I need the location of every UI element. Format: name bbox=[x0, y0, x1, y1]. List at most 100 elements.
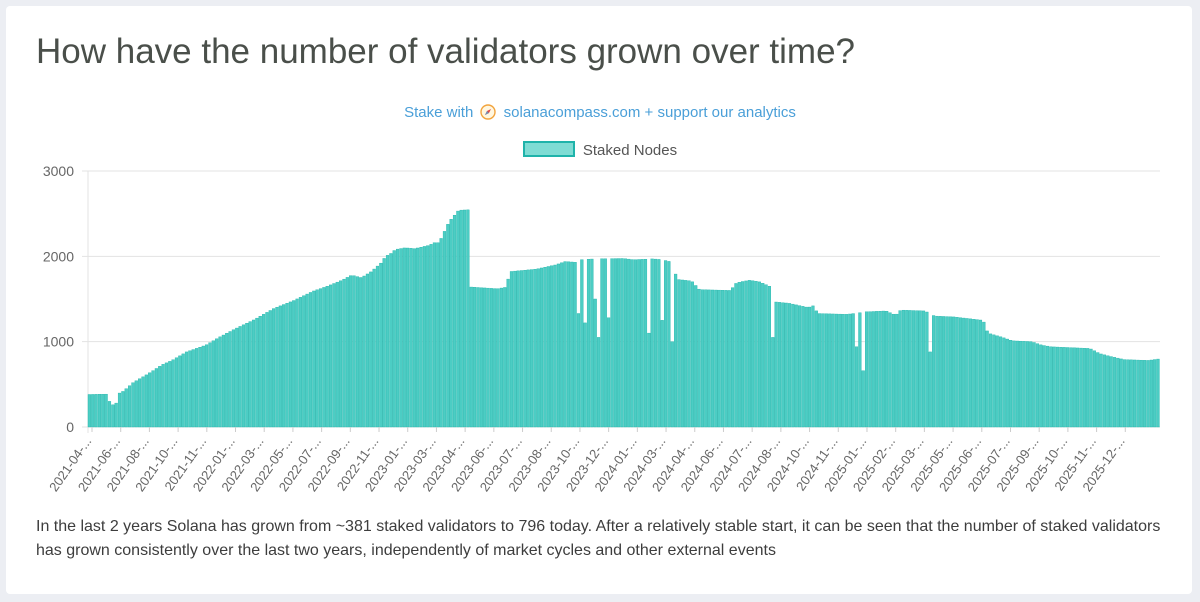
y-tick-label: 0 bbox=[66, 419, 74, 435]
bar bbox=[885, 311, 889, 428]
bar bbox=[402, 247, 406, 428]
bar bbox=[1055, 346, 1060, 428]
bar bbox=[506, 278, 510, 428]
bar bbox=[744, 280, 748, 428]
bar bbox=[911, 310, 916, 428]
bar bbox=[566, 261, 570, 428]
bar bbox=[161, 364, 165, 428]
chart-description: In the last 2 years Solana has grown fro… bbox=[36, 518, 1161, 559]
bar bbox=[925, 311, 929, 428]
bar bbox=[563, 261, 567, 428]
bar bbox=[503, 287, 507, 428]
bar bbox=[684, 280, 688, 428]
bar bbox=[335, 281, 339, 428]
bar bbox=[164, 362, 169, 428]
bar bbox=[516, 270, 520, 428]
bar bbox=[1022, 341, 1026, 428]
bar bbox=[452, 214, 457, 428]
bar bbox=[875, 311, 879, 428]
bar bbox=[476, 287, 480, 428]
bar bbox=[908, 310, 912, 428]
bar bbox=[419, 246, 423, 428]
bar bbox=[747, 280, 751, 428]
bar bbox=[198, 347, 202, 428]
bar bbox=[1049, 346, 1053, 428]
bar bbox=[231, 329, 236, 428]
stake-suffix: solanacompass.com + support our analytic… bbox=[503, 104, 796, 121]
bar bbox=[724, 290, 728, 428]
bar bbox=[1132, 359, 1137, 428]
bar bbox=[396, 248, 400, 428]
bar bbox=[613, 258, 617, 428]
bar bbox=[1035, 343, 1040, 428]
bar bbox=[710, 289, 715, 428]
bar bbox=[459, 209, 463, 428]
bar bbox=[1032, 342, 1036, 428]
bar bbox=[1042, 345, 1046, 428]
bar bbox=[754, 281, 758, 428]
bar bbox=[888, 312, 892, 428]
bar bbox=[1045, 345, 1050, 428]
bar bbox=[392, 250, 396, 428]
bar bbox=[1122, 359, 1127, 428]
bar bbox=[355, 276, 359, 428]
bar bbox=[94, 394, 98, 428]
bar bbox=[952, 316, 956, 428]
bar bbox=[868, 311, 872, 428]
bar bbox=[1065, 347, 1070, 428]
bar bbox=[962, 317, 966, 428]
bar bbox=[91, 394, 95, 428]
bar bbox=[278, 305, 282, 428]
bar bbox=[1072, 347, 1076, 428]
bar bbox=[1005, 338, 1009, 428]
y-tick-label: 2000 bbox=[43, 248, 74, 264]
bar bbox=[375, 265, 380, 428]
bar bbox=[121, 391, 125, 428]
bar bbox=[854, 346, 859, 428]
bar bbox=[667, 261, 671, 428]
bar bbox=[861, 370, 865, 428]
bar bbox=[382, 258, 386, 428]
bar bbox=[352, 275, 356, 428]
bar bbox=[530, 269, 534, 428]
bar bbox=[184, 351, 189, 428]
bar bbox=[811, 305, 815, 428]
bar bbox=[416, 247, 420, 428]
bar bbox=[318, 288, 323, 428]
bar bbox=[519, 270, 524, 428]
bar bbox=[898, 310, 902, 428]
bar bbox=[657, 259, 661, 428]
bar bbox=[764, 284, 768, 428]
bar bbox=[97, 394, 102, 428]
chart-legend[interactable]: Staked Nodes bbox=[0, 141, 1200, 159]
bar bbox=[439, 238, 443, 428]
bar bbox=[144, 374, 148, 428]
bar bbox=[449, 219, 453, 428]
bar bbox=[1039, 344, 1043, 428]
bar bbox=[171, 359, 175, 428]
bar bbox=[188, 350, 192, 428]
bar bbox=[851, 313, 855, 428]
bar bbox=[117, 392, 122, 428]
legend-label: Staked Nodes bbox=[582, 142, 678, 159]
bar bbox=[509, 271, 514, 428]
bar bbox=[369, 271, 373, 428]
bar bbox=[590, 258, 594, 428]
bar bbox=[127, 385, 132, 428]
bar bbox=[124, 388, 128, 428]
stake-link[interactable]: Stake with solanacompass.com + support o… bbox=[0, 104, 1200, 121]
bar bbox=[463, 209, 467, 428]
bar bbox=[536, 268, 540, 428]
bar bbox=[720, 290, 725, 428]
bar bbox=[359, 277, 363, 428]
bar bbox=[295, 298, 299, 428]
bar bbox=[329, 284, 333, 428]
bar bbox=[781, 302, 785, 428]
bar bbox=[992, 334, 996, 428]
bar bbox=[975, 319, 979, 428]
bar bbox=[1153, 359, 1157, 428]
bar bbox=[620, 258, 624, 428]
bar bbox=[251, 319, 256, 428]
bar bbox=[1109, 356, 1113, 428]
bar bbox=[1102, 354, 1107, 428]
